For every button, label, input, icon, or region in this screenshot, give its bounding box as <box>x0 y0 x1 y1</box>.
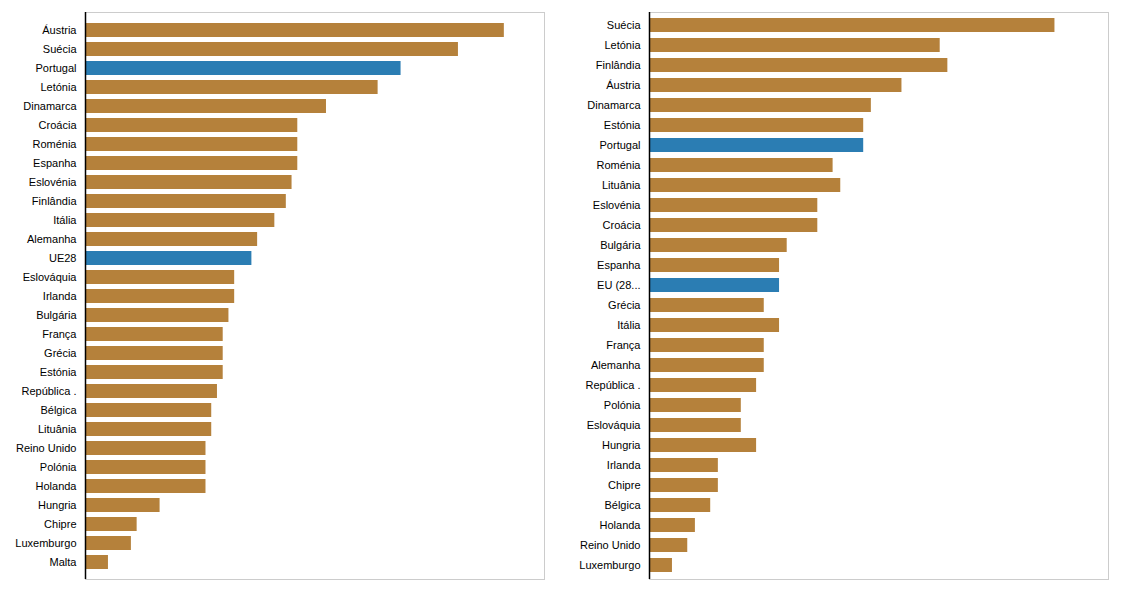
svg-text:Bulgária: Bulgária <box>600 239 641 251</box>
svg-text:Hungria: Hungria <box>602 439 641 451</box>
svg-text:Holanda: Holanda <box>36 480 78 492</box>
svg-text:Estónia: Estónia <box>40 366 78 378</box>
svg-text:Croácia: Croácia <box>39 119 78 131</box>
svg-text:Dinamarca: Dinamarca <box>587 99 641 111</box>
svg-text:Irlanda: Irlanda <box>607 459 642 471</box>
svg-text:Espanha: Espanha <box>597 259 641 271</box>
svg-text:Reino Unido: Reino Unido <box>16 442 77 454</box>
svg-text:Polónia: Polónia <box>604 399 642 411</box>
svg-text:Letónia: Letónia <box>40 81 77 93</box>
svg-text:Chipre: Chipre <box>608 479 640 491</box>
svg-text:Croácia: Croácia <box>603 219 642 231</box>
svg-text:Grécia: Grécia <box>608 299 641 311</box>
svg-text:Suécia: Suécia <box>607 19 642 31</box>
svg-text:República .: República . <box>21 385 76 397</box>
svg-text:Luxemburgo: Luxemburgo <box>579 559 640 571</box>
svg-text:Luxemburgo: Luxemburgo <box>15 537 76 549</box>
svg-text:Suécia: Suécia <box>43 43 78 55</box>
svg-text:Dinamarca: Dinamarca <box>23 100 77 112</box>
svg-text:Bélgica: Bélgica <box>604 499 641 511</box>
svg-text:UE28: UE28 <box>49 252 77 264</box>
svg-text:Bulgária: Bulgária <box>36 309 77 321</box>
svg-text:Áustria: Áustria <box>606 79 641 91</box>
svg-text:Lituânia: Lituânia <box>602 179 641 191</box>
svg-text:Espanha: Espanha <box>33 157 77 169</box>
svg-text:Hungria: Hungria <box>38 499 77 511</box>
svg-text:Áustria: Áustria <box>42 24 77 36</box>
svg-text:Eslovénia: Eslovénia <box>29 176 78 188</box>
svg-text:Roménia: Roménia <box>32 138 77 150</box>
svg-text:EU (28...: EU (28... <box>597 279 640 291</box>
svg-text:Finlândia: Finlândia <box>32 195 78 207</box>
svg-text:Eslováquia: Eslováquia <box>23 271 78 283</box>
svg-text:Roménia: Roménia <box>596 159 641 171</box>
svg-text:Irlanda: Irlanda <box>43 290 78 302</box>
svg-text:Portugal: Portugal <box>600 139 641 151</box>
svg-text:Reino Unido: Reino Unido <box>580 539 641 551</box>
svg-text:França: França <box>42 328 77 340</box>
svg-text:Itália: Itália <box>617 319 641 331</box>
svg-text:República .: República . <box>585 379 640 391</box>
svg-text:Holanda: Holanda <box>600 519 642 531</box>
svg-text:Alemanha: Alemanha <box>591 359 641 371</box>
svg-text:Lituânia: Lituânia <box>38 423 77 435</box>
svg-text:Estónia: Estónia <box>604 119 642 131</box>
svg-text:Eslováquia: Eslováquia <box>587 419 642 431</box>
svg-text:Alemanha: Alemanha <box>27 233 77 245</box>
svg-text:Chipre: Chipre <box>44 518 76 530</box>
svg-text:Polónia: Polónia <box>40 461 78 473</box>
svg-text:Malta: Malta <box>50 556 78 568</box>
svg-text:França: França <box>606 339 641 351</box>
svg-text:Bélgica: Bélgica <box>40 404 77 416</box>
svg-text:Itália: Itália <box>53 214 77 226</box>
svg-text:Letónia: Letónia <box>604 39 641 51</box>
svg-text:Grécia: Grécia <box>44 347 77 359</box>
svg-text:Finlândia: Finlândia <box>596 59 642 71</box>
svg-text:Eslovénia: Eslovénia <box>593 199 642 211</box>
svg-text:Portugal: Portugal <box>36 62 77 74</box>
